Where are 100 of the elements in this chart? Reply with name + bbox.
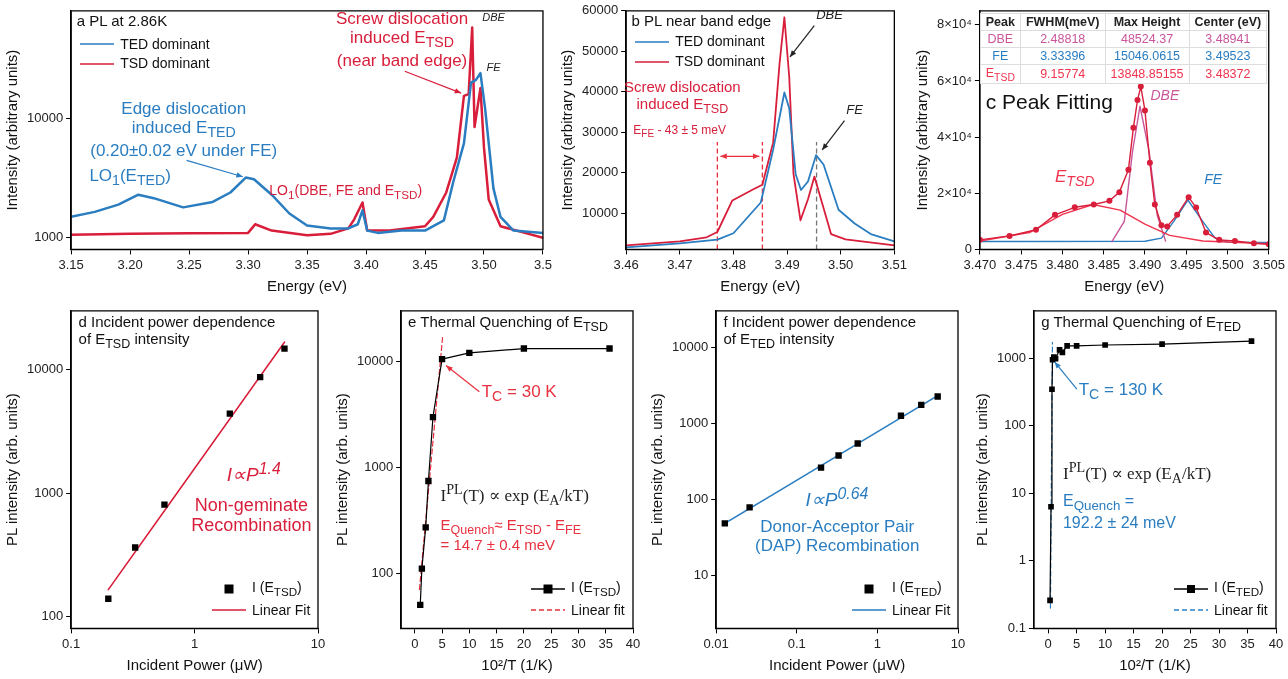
x-tick-label: 3.495 — [1169, 256, 1203, 272]
annotation: FE — [486, 61, 501, 74]
y-tick-label: 4×10⁴ — [936, 128, 972, 144]
y-axis-title: PL intensity (arb. units) — [3, 393, 21, 547]
legend-label: TED dominant — [120, 34, 210, 54]
legend-label: Linear fit — [571, 600, 625, 620]
x-tick-label: 0.1 — [62, 635, 81, 651]
x-axis-title: Energy (eV) — [267, 277, 348, 295]
y-tick-label: 10000 — [671, 338, 709, 354]
legend-label: TED dominant — [675, 32, 765, 52]
text: DBE 2.48818 48524.37 3.48941 — [987, 31, 1251, 46]
y-tick-label: 40000 — [581, 83, 619, 99]
annotation: Screw dislocation induced E$_{TSD}$ (near band edge) — [335, 9, 469, 71]
legend-label: Linear Fit — [252, 600, 311, 620]
x-tick-label: 35 — [1240, 635, 1255, 651]
annotation: DBE — [1150, 87, 1180, 104]
x-tick-label: 40 — [625, 635, 641, 651]
annotation: T$_{C}$ = 130 K — [1078, 380, 1164, 404]
y-tick-label: 10 — [693, 566, 709, 582]
text: d Incident power dependence of E$_{TSD}$ intensity — [78, 312, 276, 351]
x-tick-label: 3.470 — [963, 256, 997, 272]
legend-label: I (E$_{TSD}$) — [571, 578, 621, 601]
text: FE 3.33396 15046.0615 3.49523 — [992, 48, 1251, 63]
y-axis-title: Intensity (arbitrary units) — [558, 49, 576, 211]
legend-label: I (E$_{TED}$) — [1214, 578, 1264, 601]
x-tick-label: 0 — [411, 635, 419, 651]
y-tick-label: 2×10⁴ — [936, 184, 972, 200]
x-tick-label: 3.50 — [828, 256, 854, 272]
annotation: E$_{TSD}$ — [1054, 167, 1095, 191]
legend-label: TSD dominant — [120, 54, 210, 74]
y-tick-label: 1000 — [34, 484, 64, 500]
annotation: LO$_{1}$(DBE, FE and E$_{TSD}$) — [269, 181, 423, 201]
x-tick-label: 3.5 — [533, 256, 552, 272]
annotation: I∝P$^{0.64}$ — [805, 485, 869, 512]
annotation: FE — [846, 102, 863, 118]
chart-title: g Thermal Quenching of E$_{TED}$ — [1041, 312, 1241, 334]
y-tick-label: 10 — [1011, 484, 1026, 500]
annotation: I$^{PL}$(T) ∝ exp (E$_{A}$/kT) — [440, 481, 589, 510]
x-tick-label: 30 — [1211, 635, 1227, 651]
y-tick-label: 0.1 — [1007, 619, 1026, 635]
x-tick-label: 3.480 — [1046, 256, 1079, 272]
x-tick-label: 0 — [1044, 635, 1052, 651]
y-tick-label: 1000 — [679, 414, 709, 430]
x-axis-title: Incident Power (μW) — [768, 656, 906, 674]
annotation: T$_{C}$ = 30 K — [481, 382, 557, 406]
y-tick-label: 100 — [371, 564, 394, 580]
legend-label: TSD dominant — [675, 51, 765, 71]
annotation: FE — [1204, 170, 1223, 188]
x-tick-label: 25 — [543, 635, 559, 651]
legend-label: I (E$_{TSD}$) — [252, 578, 302, 601]
x-tick-label: 5 — [438, 635, 446, 651]
text: E$_{TSD}$ 9.15774 13848.85155 3.48372 — [985, 65, 1251, 83]
x-axis-title: Energy (eV) — [720, 277, 801, 295]
annotation: I$^{PL}$(T) ∝ exp (E$_{A}$/kT) — [1062, 459, 1212, 487]
x-tick-label: 3.500 — [1211, 256, 1244, 272]
x-tick-label: 1 — [873, 635, 881, 651]
y-tick-label: 10000 — [26, 110, 64, 126]
annotation: Non-geminate Recombination — [191, 495, 312, 536]
x-tick-label: 3.35 — [294, 256, 320, 272]
y-tick-label: 20000 — [581, 164, 619, 180]
y-tick-label: 10000 — [26, 361, 64, 377]
legend-label: I (E$_{TED}$) — [892, 578, 942, 601]
annotation: E$_{Quench}$≈ E$_{TSD}$ - E$_{FE}$ = 14.7 ± 0.4 meV — [440, 516, 582, 555]
y-tick-label: 1000 — [34, 229, 64, 245]
y-tick-label: 60000 — [581, 2, 619, 18]
x-tick-label: 3.475 — [1004, 256, 1038, 272]
x-axis-title: Energy (eV) — [1084, 277, 1165, 295]
annotation: I∝P$^{1.4}$ — [226, 460, 281, 486]
annotation: E$_{Quench}$ = 192.2 ± 24 meV — [1062, 491, 1176, 532]
y-tick-label: 100 — [41, 608, 64, 624]
annotation: E$_{FE}$ - 43 ± 5 meV — [633, 123, 727, 140]
x-tick-label: 30 — [571, 635, 586, 651]
x-tick-label: 35 — [598, 635, 613, 651]
y-tick-label: 100 — [1004, 417, 1026, 433]
legend-label: Linear Fit — [892, 600, 951, 620]
y-tick-label: 50000 — [581, 42, 619, 58]
x-tick-label: 3.40 — [353, 256, 379, 272]
x-tick-label: 10 — [1097, 635, 1113, 651]
legend-label: Linear fit — [1214, 600, 1268, 620]
x-axis-title: 10²/T (1/K) — [1119, 656, 1191, 674]
chart-title: a PL at 2.86K — [76, 12, 168, 30]
x-tick-label: 1 — [190, 635, 199, 651]
x-tick-label: 3.30 — [235, 256, 261, 272]
annotation: Donor-Acceptor Pair (DAP) Recombination — [755, 517, 920, 556]
y-tick-label: 1000 — [997, 349, 1026, 365]
x-tick-label: 0.1 — [787, 635, 806, 651]
y-tick-label: 6×10⁴ — [936, 72, 972, 88]
y-tick-label: 30000 — [581, 123, 619, 139]
x-tick-label: 15 — [1126, 635, 1141, 651]
y-tick-label: 1000 — [364, 458, 394, 474]
x-tick-label: 25 — [1183, 635, 1198, 651]
annotation: Edge dislocation induced E$_{TED}$ (0.20±0.02 eV under FE) — [90, 98, 278, 160]
x-tick-label: 3.25 — [176, 256, 202, 272]
text: c Peak Fitting — [985, 89, 1113, 114]
x-tick-label: 3.49 — [774, 256, 800, 272]
x-tick-label: 40 — [1268, 635, 1284, 651]
x-axis-title: 10²/T (1/K) — [481, 656, 553, 674]
annotation: DBE — [482, 11, 505, 24]
y-axis-title: PL intensity (arb. units) — [648, 393, 666, 547]
y-tick-label: 10000 — [581, 204, 619, 220]
